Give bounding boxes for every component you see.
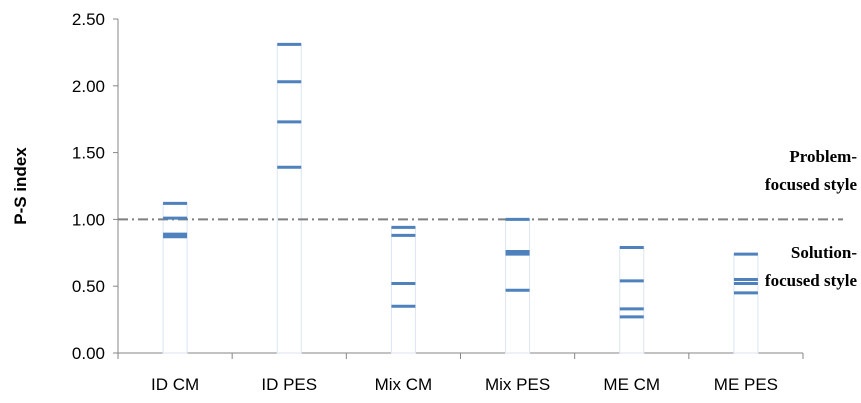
range-box [505,218,531,354]
y-tick-label: 1.00 [72,210,105,229]
y-tick-label: 2.50 [72,10,105,29]
x-tick-label: ID PES [261,375,317,394]
y-tick-label: 0.50 [72,277,105,296]
range-box [619,246,645,354]
x-tick-label: ID CM [151,375,199,394]
x-axis: ID CM ID PES Mix CM Mix PES ME CM ME PES [117,352,804,394]
range-box [390,226,416,354]
annotations: Problem-focused style Solution-focused st… [765,147,858,290]
y-tick-label: 1.50 [72,144,105,163]
y-axis-title: P-S index [11,147,30,225]
y-tick-label: 2.00 [72,77,105,96]
x-tick-label: ME CM [603,375,660,394]
annotation-line: Problem- [789,147,857,166]
data-markers [163,42,758,319]
annotation-line: Solution- [791,243,857,262]
x-tick-label: ME PES [714,375,778,394]
range-box [162,202,188,354]
annotation-line: focused style [765,175,858,194]
y-tick-label: 0.00 [72,344,105,363]
annotation-line: focused style [765,271,858,290]
x-tick-label: Mix CM [375,375,433,394]
y-axis: 0.00 0.50 1.00 1.50 2.00 2.50 [72,10,119,363]
range-boxes [162,43,759,354]
range-box [733,253,759,354]
range-box [276,43,302,354]
x-tick-label: Mix PES [485,375,550,394]
